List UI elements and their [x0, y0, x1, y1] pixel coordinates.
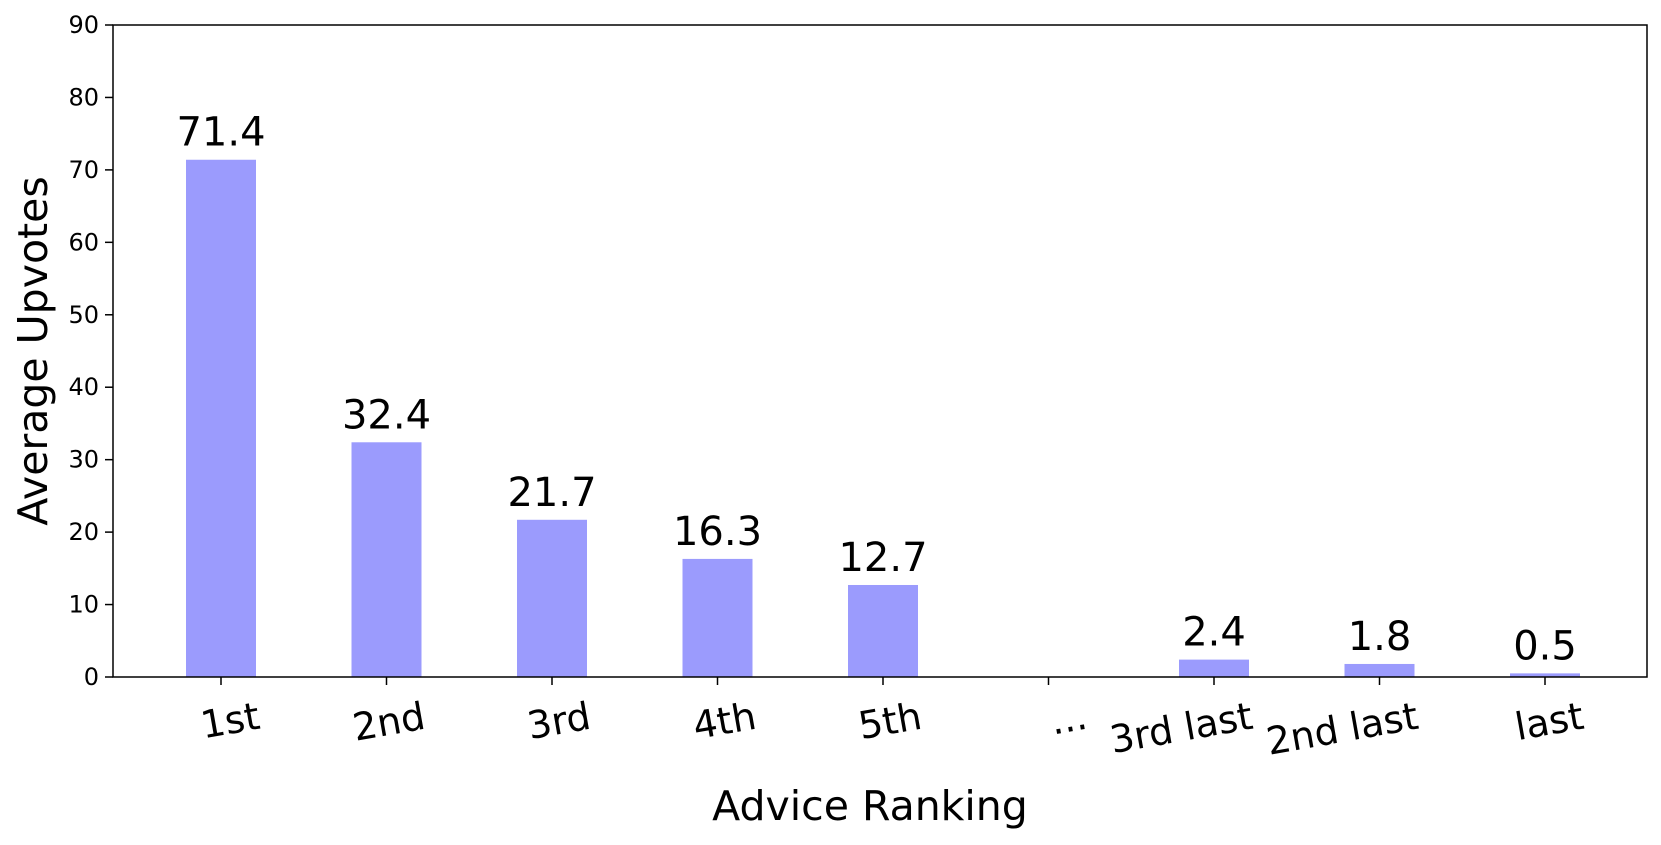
- x-tick-label: ...: [1047, 694, 1090, 744]
- bars-group: [186, 159, 1580, 677]
- y-tick-label: 60: [68, 228, 99, 256]
- bar: [1179, 659, 1249, 677]
- y-axis-ticks: 0 10 20 30 40 50 60 70 80 90: [68, 11, 113, 691]
- x-tick-label: 3rd: [524, 694, 594, 748]
- x-tick-label: 2nd: [349, 694, 428, 750]
- x-tick-label: last: [1512, 694, 1587, 749]
- data-label: 0.5: [1513, 623, 1577, 669]
- bar: [517, 519, 587, 677]
- y-tick-label: 0: [84, 663, 99, 691]
- bar: [848, 584, 918, 677]
- x-tick-label: 3rd last: [1107, 694, 1256, 762]
- bar: [186, 159, 256, 677]
- y-tick-label: 10: [68, 591, 99, 619]
- data-labels-group: 71.4 32.4 21.7 16.3 12.7 2.4 1.8 0.5: [176, 110, 1576, 670]
- y-axis-title: Average Upvotes: [9, 176, 57, 525]
- data-label: 1.8: [1348, 614, 1412, 660]
- x-tick-label: 2nd last: [1263, 694, 1421, 764]
- data-label: 16.3: [673, 509, 762, 555]
- plot-frame: [112, 24, 1648, 678]
- y-tick-label: 70: [68, 156, 99, 184]
- y-tick-label: 40: [68, 373, 99, 401]
- data-label: 71.4: [176, 110, 265, 156]
- y-tick-label: 20: [68, 518, 99, 546]
- bar: [1344, 663, 1415, 677]
- data-label: 2.4: [1182, 610, 1246, 656]
- data-label: 21.7: [507, 470, 596, 516]
- data-label: 32.4: [342, 392, 431, 438]
- bar: [351, 442, 422, 677]
- x-tick-label: 1st: [197, 694, 263, 748]
- x-axis-title: Advice Ranking: [712, 782, 1028, 830]
- data-label: 12.7: [838, 535, 927, 581]
- y-tick-label: 80: [68, 83, 99, 111]
- bar: [682, 558, 753, 677]
- y-tick-label: 30: [68, 446, 99, 474]
- x-axis-ticks: 1st 2nd 3rd 4th 5th... 3rd last 2nd last last: [197, 677, 1587, 764]
- bar: [1510, 673, 1580, 677]
- y-tick-label: 50: [68, 301, 99, 329]
- x-tick-label: 4th: [690, 694, 760, 748]
- y-tick-label: 90: [68, 11, 99, 39]
- x-tick-label: 5th: [855, 694, 925, 748]
